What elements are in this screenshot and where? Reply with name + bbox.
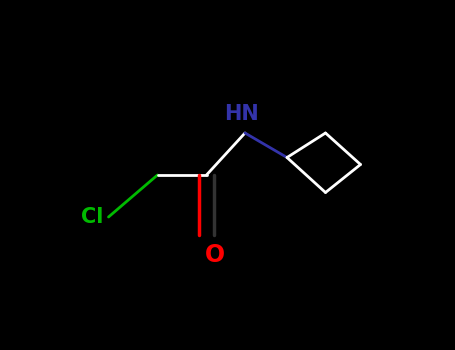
Text: HN: HN (224, 104, 259, 124)
Text: Cl: Cl (81, 207, 103, 227)
Text: O: O (205, 243, 225, 267)
